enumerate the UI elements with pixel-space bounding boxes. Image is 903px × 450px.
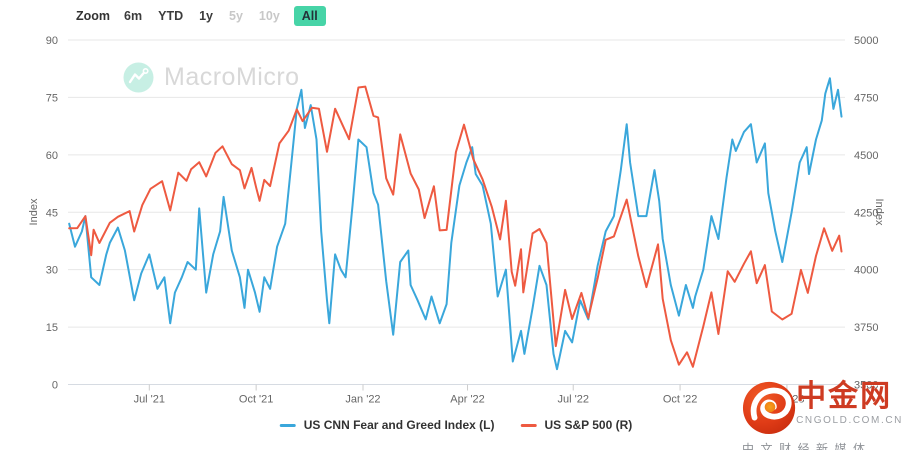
y-left-tick-label: 90: [46, 35, 58, 47]
range-button-all[interactable]: All: [293, 6, 326, 26]
x-tick-label: Jul '21: [134, 394, 165, 406]
left-axis-title: Index: [28, 198, 40, 226]
y-left-tick-label: 0: [52, 380, 58, 392]
range-selector-toolbar: Zoom 6m YTD 1y 5y 10y All: [76, 6, 326, 26]
y-left-tick-label: 75: [46, 92, 58, 104]
series-line-0: [68, 77, 843, 371]
y-left-tick-label: 15: [46, 322, 58, 334]
legend-label-fear-greed: US CNN Fear and Greed Index (L): [303, 418, 495, 432]
series-line-1: [68, 85, 843, 368]
cngold-domain: CNGOLD.COM.CN: [796, 415, 903, 426]
x-tick-label: Oct '22: [663, 394, 698, 406]
legend-marker-sp500: [520, 423, 537, 427]
range-button-5y[interactable]: 5y: [229, 9, 243, 23]
range-button-6m[interactable]: 6m: [124, 9, 143, 23]
y-left-tick-label: 30: [46, 265, 58, 277]
legend-item-sp500[interactable]: US S&P 500 (R): [520, 418, 632, 432]
y-right-tick-label: 5000: [854, 35, 878, 47]
cngold-logo-icon: [742, 381, 796, 435]
legend-label-sp500: US S&P 500 (R): [544, 418, 633, 432]
x-tick-label: Jan '22: [345, 394, 380, 406]
y-right-tick-label: 4750: [854, 92, 878, 104]
x-tick-label: Oct '21: [239, 394, 274, 406]
macromicro-watermark: MacroMicro: [122, 61, 300, 94]
cngold-tagline: 中文财经新媒体: [742, 442, 872, 450]
x-tick-label: Jul '22: [557, 394, 588, 406]
y-right-tick-label: 4250: [854, 207, 878, 219]
chart-legend: US CNN Fear and Greed Index (L) US S&P 5…: [279, 418, 632, 432]
range-button-1y[interactable]: 1y: [199, 9, 214, 23]
y-left-tick-label: 45: [46, 207, 58, 219]
y-left-tick-label: 60: [46, 150, 58, 162]
range-button-ytd[interactable]: YTD: [158, 9, 184, 23]
legend-item-fear-greed[interactable]: US CNN Fear and Greed Index (L): [279, 418, 495, 432]
right-axis-title: Index: [873, 198, 885, 226]
trendline-icon: [128, 70, 147, 84]
cngold-title: 中金网: [796, 380, 893, 413]
watermark-brand-text: MacroMicro: [164, 63, 300, 91]
macromicro-logo-icon: [123, 62, 154, 93]
x-tick-label: Apr '22: [450, 394, 485, 406]
cngold-logo: 中金网 CNGOLD.COM.CN 中文财经新媒体: [742, 378, 903, 450]
y-right-tick-label: 4500: [854, 150, 878, 162]
range-button-10y[interactable]: 10y: [258, 9, 280, 23]
legend-marker-fear-greed: [279, 423, 296, 427]
y-right-tick-label: 3750: [854, 322, 878, 334]
y-right-tick-label: 4000: [854, 265, 878, 277]
zoom-label: Zoom: [76, 9, 111, 23]
y-right-tick-label: 3500: [854, 380, 878, 392]
